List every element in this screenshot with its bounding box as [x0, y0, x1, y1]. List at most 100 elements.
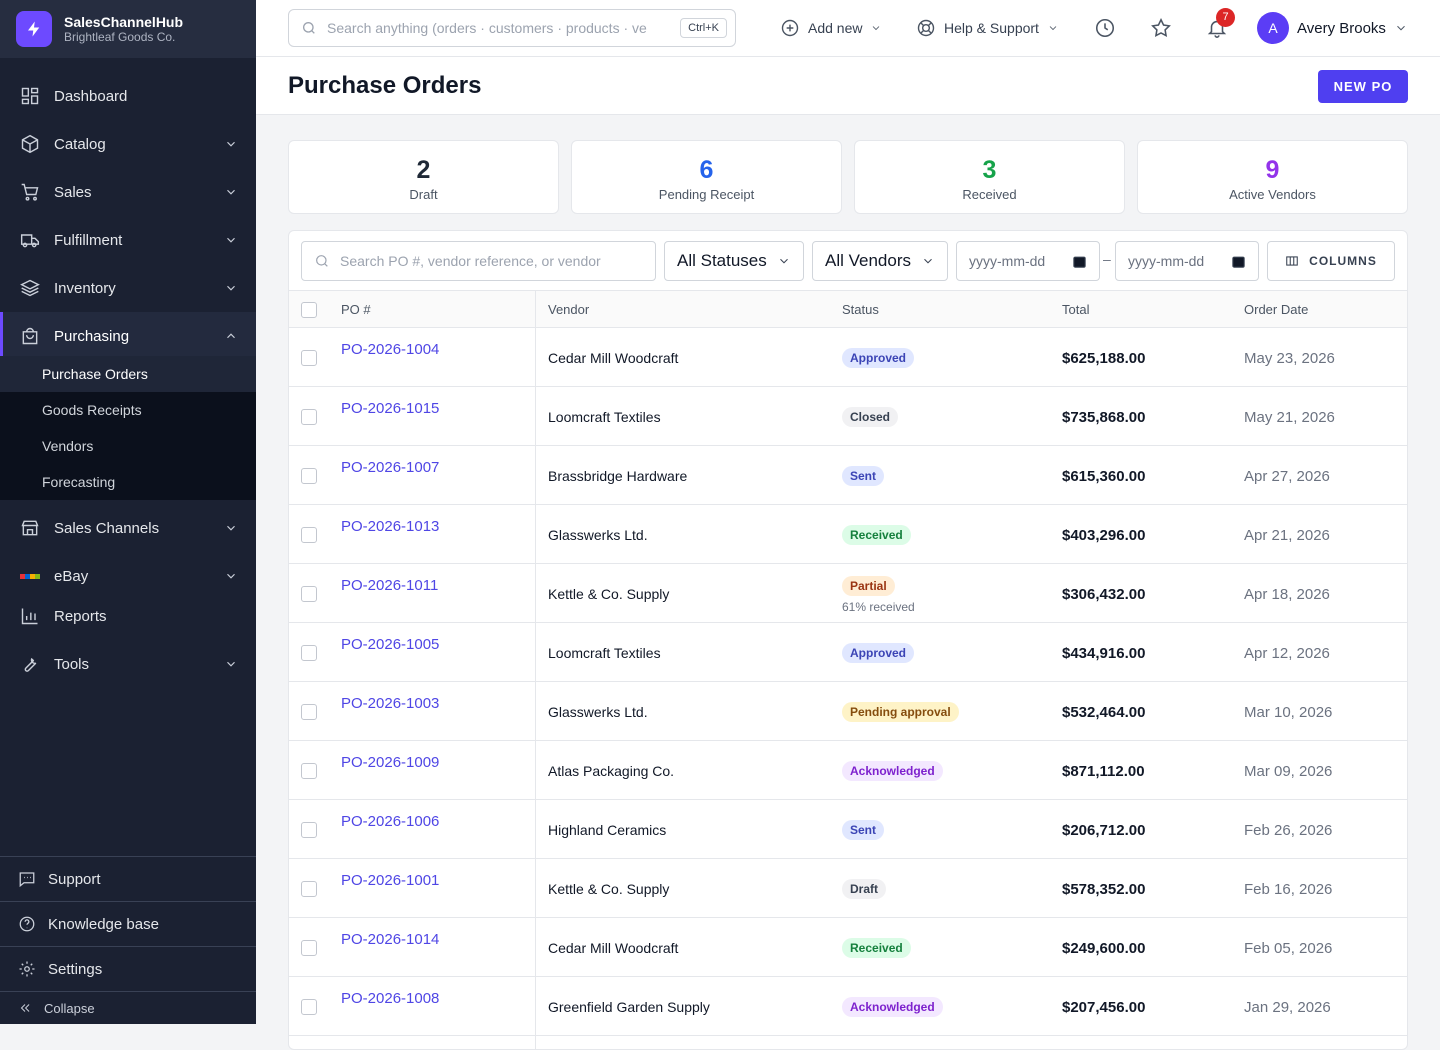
- total: $615,360.00: [1062, 468, 1146, 485]
- column-header: Status: [842, 302, 879, 317]
- subnav-item[interactable]: Vendors: [42, 438, 94, 454]
- global-search[interactable]: Search anything (orders · customers · pr…: [288, 9, 736, 47]
- status-badge: Acknowledged: [842, 997, 943, 1017]
- avatar: A: [1257, 12, 1289, 44]
- vendor: Glasswerks Ltd.: [548, 527, 648, 543]
- help-support[interactable]: Help & Support: [916, 0, 1059, 56]
- table-row: PO-2026-1003 Glasswerks Ltd. Pending appro…: [289, 682, 1407, 741]
- vendor-filter[interactable]: All Vendors: [812, 241, 948, 281]
- order-date: Feb 26, 2026: [1244, 822, 1333, 839]
- add-new[interactable]: Add new: [780, 0, 882, 56]
- status-badge: Received: [842, 525, 911, 545]
- po-link[interactable]: PO-2026-1001: [341, 872, 440, 889]
- po-link[interactable]: PO-2026-1007: [341, 459, 440, 476]
- nav-item[interactable]: Fulfillment: [0, 216, 256, 264]
- row-checkbox[interactable]: [301, 940, 317, 956]
- status-filter[interactable]: All Statuses: [664, 241, 804, 281]
- po-link[interactable]: PO-2026-1008: [341, 990, 440, 1007]
- table-row: PO-2026-1004 Cedar Mill Woodcraft Approved…: [289, 328, 1407, 387]
- nav-item[interactable]: Dashboard: [0, 72, 256, 120]
- collapse[interactable]: Collapse: [0, 991, 256, 1024]
- stat-label: Draft: [409, 187, 438, 202]
- status: Approved: [842, 643, 915, 663]
- nav-label: Inventory: [54, 279, 116, 297]
- row-checkbox[interactable]: [301, 999, 317, 1015]
- subnav-item-active[interactable]: Purchase Orders: [0, 356, 256, 392]
- po-link[interactable]: PO-2026-1006: [341, 813, 440, 830]
- status: Acknowledged: [842, 761, 943, 781]
- po-link[interactable]: PO-2026-1003: [341, 695, 440, 712]
- nav-item[interactable]: Sales: [0, 168, 256, 216]
- shortcut: Ctrl+K: [680, 18, 727, 38]
- nav-item[interactable]: Catalog: [0, 120, 256, 168]
- favorites-button[interactable]: [1150, 0, 1172, 56]
- nav-label: Catalog: [54, 135, 106, 153]
- stat-value: 2: [416, 156, 431, 184]
- row-checkbox[interactable]: [301, 881, 317, 897]
- row-checkbox[interactable]: [301, 409, 317, 425]
- row-checkbox[interactable]: [301, 763, 317, 779]
- column-header: Total: [1062, 302, 1090, 317]
- order-date: Jan 29, 2026: [1244, 999, 1331, 1016]
- new-po-button[interactable]: NEW PO: [1318, 70, 1408, 103]
- columns-button[interactable]: COLUMNS: [1267, 241, 1395, 281]
- user-menu[interactable]: A Avery Brooks: [1257, 0, 1408, 56]
- select-all[interactable]: [301, 302, 317, 318]
- order-date: Mar 10, 2026: [1244, 704, 1333, 721]
- po-link[interactable]: PO-2026-1013: [341, 518, 440, 535]
- total: $434,916.00: [1062, 645, 1146, 662]
- status-badge: Partial: [842, 576, 895, 596]
- column-header: PO #: [341, 302, 371, 317]
- po-link[interactable]: PO-2026-1009: [341, 754, 440, 771]
- date-to[interactable]: yyyy-mm-dd: [1115, 241, 1259, 281]
- nav-item-active[interactable]: Purchasing: [0, 312, 256, 360]
- help-label: Help & Support: [944, 20, 1039, 36]
- row-checkbox[interactable]: [301, 350, 317, 366]
- po-link[interactable]: PO-2026-1004: [341, 341, 440, 358]
- column-header: Vendor: [548, 302, 590, 317]
- row-checkbox[interactable]: [301, 822, 317, 838]
- po-link[interactable]: PO-2026-1015: [341, 400, 440, 417]
- nav-item[interactable]: Sales Channels: [0, 504, 256, 552]
- po-link[interactable]: PO-2026-1005: [341, 636, 440, 653]
- po-link[interactable]: PO-2026-1014: [341, 931, 440, 948]
- footer-item[interactable]: Knowledge base: [0, 901, 256, 946]
- order-date: Apr 21, 2026: [1244, 527, 1330, 544]
- row-checkbox[interactable]: [301, 527, 317, 543]
- po-link[interactable]: PO-2026-1011: [341, 577, 439, 594]
- nav-item[interactable]: eBay: [0, 552, 256, 600]
- table-card: Search PO #, vendor reference, or vendor…: [288, 230, 1408, 1050]
- po-search[interactable]: Search PO #, vendor reference, or vendor: [301, 241, 656, 281]
- table-row: PO-2026-1007 Brassbridge Hardware Sent $615…: [289, 446, 1407, 505]
- nav-label: Reports: [54, 607, 107, 625]
- status: Sent: [842, 820, 885, 840]
- order-date: Mar 09, 2026: [1244, 763, 1333, 780]
- status: Received: [842, 525, 911, 545]
- subnav-item[interactable]: Forecasting: [42, 474, 116, 490]
- topbar: Search anything (orders · customers · pr…: [256, 0, 1440, 57]
- vendor: Highland Ceramics: [548, 822, 667, 838]
- footer-item[interactable]: Settings: [0, 946, 256, 991]
- history-button[interactable]: [1094, 0, 1116, 56]
- date-separator: –: [1103, 251, 1111, 267]
- nav-item[interactable]: Reports: [0, 592, 256, 640]
- nav-item[interactable]: Inventory: [0, 264, 256, 312]
- footer-label: Collapse: [44, 1000, 95, 1016]
- status-filter-value: All Statuses: [677, 251, 767, 270]
- date-from[interactable]: yyyy-mm-dd: [956, 241, 1100, 281]
- row-checkbox[interactable]: [301, 704, 317, 720]
- table-row: PO-2026-1006 Highland Ceramics Sent $206,71…: [289, 800, 1407, 859]
- subnav-item[interactable]: Goods Receipts: [42, 402, 142, 418]
- order-date: Apr 12, 2026: [1244, 645, 1330, 662]
- vendor: Loomcraft Textiles: [548, 645, 661, 661]
- columns-label: COLUMNS: [1309, 254, 1377, 268]
- footer-item[interactable]: Support: [0, 856, 256, 901]
- row-checkbox[interactable]: [301, 468, 317, 484]
- row-checkbox[interactable]: [301, 645, 317, 661]
- page-title: Purchase Orders: [288, 72, 482, 99]
- vendor-filter-value: All Vendors: [825, 251, 911, 270]
- footer-label: Knowledge base: [48, 915, 159, 933]
- nav-label: eBay: [54, 567, 89, 585]
- nav-item[interactable]: Tools: [0, 640, 256, 688]
- row-checkbox[interactable]: [301, 586, 317, 602]
